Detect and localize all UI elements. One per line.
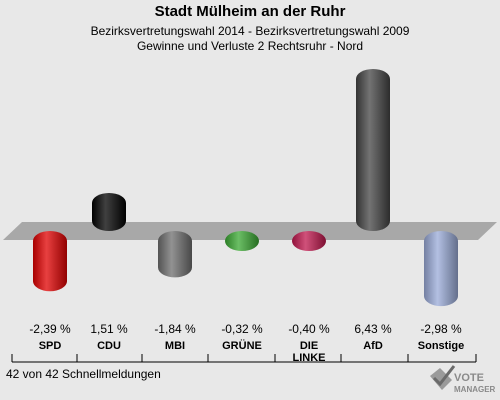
bar-sonstige [424,231,458,307]
logo-text-vote: VOTE [454,372,484,384]
chart-subtitle-region: Gewinne und Verluste 2 Rechtsruhr - Nord [136,39,364,53]
value-label-afd: 6,43 % [354,322,392,336]
bar-gruene [225,231,259,251]
bar-die-linke [292,231,326,251]
category-axis: SPD CDU MBI GRÜNE DIE LINKE AfD Sonstige [11,339,477,364]
chart-title: Stadt Mülheim an der Ruhr [154,3,346,20]
logo-text-manager: MANAGER [454,385,496,394]
value-label-spd: -2,39 % [29,322,71,336]
category-label-cdu: CDU [97,340,121,352]
bar-spd [33,231,67,292]
category-label-spd: SPD [39,340,62,352]
bar-mbi [158,231,192,278]
category-label-gruene: GRÜNE [222,339,262,352]
chart-subtitle: Bezirksvertretungswahl 2014 - Bezirksver… [90,24,410,38]
value-label-cdu: 1,51 % [90,322,128,336]
votemanager-logo: VOTE MANAGER [430,365,496,394]
bar-cdu [92,192,126,231]
report-status: 42 von 42 Schnellmeldungen [6,367,161,381]
value-label-die-linke: -0,40 % [288,322,330,336]
bar-afd [356,68,390,232]
value-label-mbi: -1,84 % [154,322,196,336]
ballot-check-icon [430,365,456,390]
category-label-die-linke: DIE LINKE [293,340,326,364]
category-label-sonstige: Sonstige [418,340,464,352]
category-label-mbi: MBI [165,340,185,352]
value-label-sonstige: -2,98 % [420,322,462,336]
value-label-gruene: -0,32 % [221,322,263,336]
category-label-afd: AfD [363,340,383,352]
